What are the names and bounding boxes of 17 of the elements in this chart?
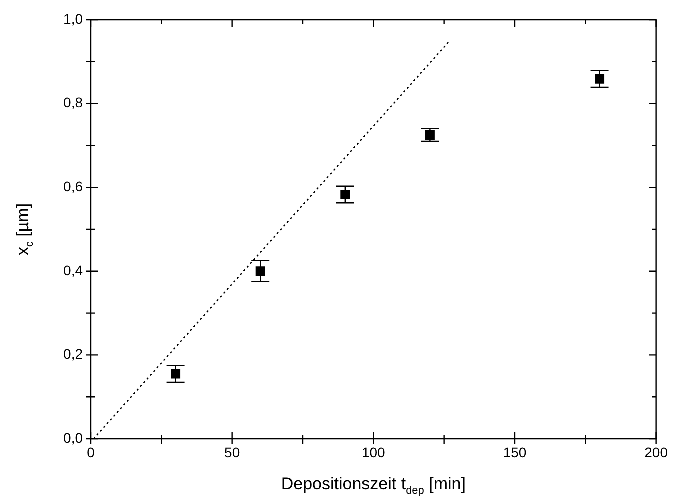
y-tick-label: 0,0: [64, 430, 84, 446]
y-tick-label: 0,2: [64, 346, 84, 362]
point: [425, 130, 435, 140]
y-tick-label: 0,8: [64, 94, 84, 111]
y-tick-label: 0,6: [64, 178, 84, 194]
y-axis-title: xc [µm]: [14, 203, 36, 256]
point: [595, 74, 605, 84]
y-tick-label: 1,0: [64, 10, 84, 27]
x-tick-label: 150: [503, 444, 527, 460]
point: [340, 190, 350, 200]
x-tick-label: 50: [224, 444, 240, 460]
x-tick-label: 100: [362, 444, 386, 460]
point: [256, 266, 266, 276]
x-tick-label: 0: [87, 444, 96, 460]
x-tick-label: 200: [644, 444, 668, 460]
y-tick-label: 0,4: [64, 262, 84, 278]
point: [171, 369, 181, 379]
